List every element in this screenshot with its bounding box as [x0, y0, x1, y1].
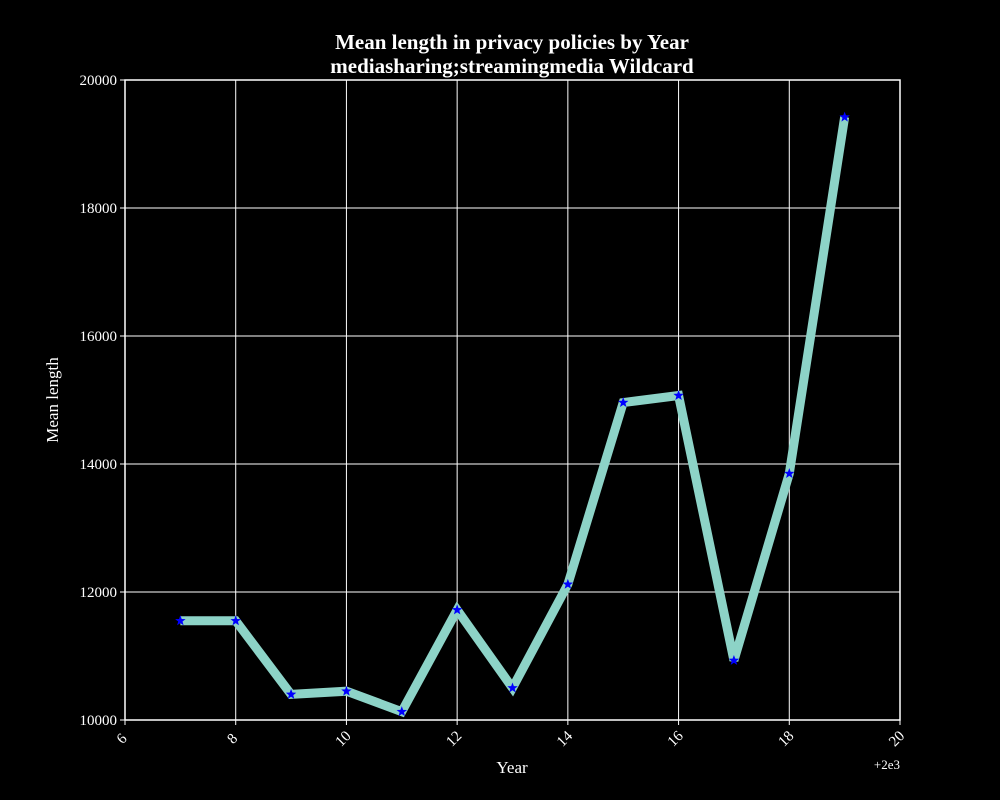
data-point-marker	[507, 682, 518, 693]
series-line	[180, 116, 850, 718]
data-point-marker	[617, 397, 629, 408]
x-tick-label: 14	[554, 728, 576, 750]
data-point-marker	[451, 604, 463, 615]
x-tick-label: 12	[443, 728, 465, 750]
data-point-marker	[728, 654, 740, 665]
data-point-marker	[839, 111, 850, 122]
data-point-marker	[285, 688, 297, 699]
data-series	[175, 111, 850, 718]
x-tick-label: 20	[886, 728, 908, 750]
data-point-marker	[673, 390, 684, 400]
x-axis-ticks: 6 8 10 12 14 16 18 20	[114, 720, 908, 750]
y-tick-label: 20000	[80, 73, 118, 89]
x-tick-label: 16	[665, 728, 687, 750]
x-axis-label: Year	[496, 758, 528, 777]
y-tick-label: 12000	[80, 585, 118, 601]
data-point-marker	[175, 615, 186, 626]
chart-subtitle: mediasharing;streamingmedia Wildcard	[330, 54, 694, 78]
y-tick-label: 16000	[80, 329, 118, 345]
x-axis-offset-label: +2e3	[874, 757, 900, 772]
data-point-marker	[562, 578, 574, 589]
x-tick-label: 10	[333, 728, 355, 750]
plot-area-frame	[124, 79, 901, 721]
y-tick-label: 14000	[80, 457, 118, 473]
chart-title: Mean length in privacy policies by Year	[335, 30, 689, 54]
data-point-marker	[396, 706, 408, 717]
data-point-marker	[230, 615, 241, 626]
y-axis-ticks: 10000 12000 14000 16000 18000 20000	[80, 73, 125, 729]
data-point-marker	[341, 685, 352, 696]
x-tick-label: 6	[114, 731, 131, 748]
y-tick-label: 10000	[80, 713, 118, 729]
y-tick-label: 18000	[80, 201, 118, 217]
data-point-marker	[784, 468, 795, 479]
y-axis-label: Mean length	[43, 357, 62, 443]
x-tick-label: 18	[775, 728, 797, 750]
x-tick-label: 8	[225, 731, 242, 748]
